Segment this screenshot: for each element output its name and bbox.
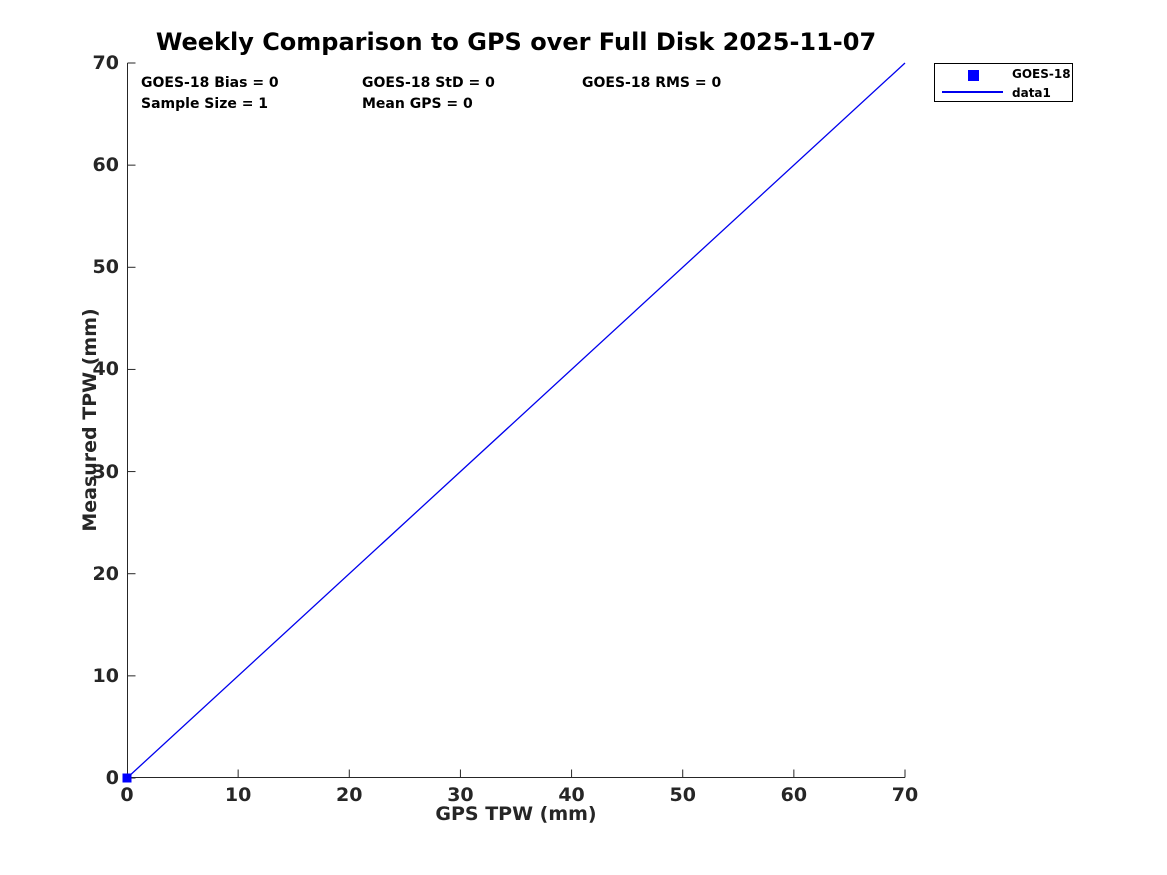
stat-std: GOES-18 StD = 0 <box>362 75 495 91</box>
y-tick-label-10: 10 <box>92 664 119 687</box>
legend-line-icon <box>942 91 1003 93</box>
chart-title: Weekly Comparison to GPS over Full Disk … <box>155 28 877 56</box>
plot-canvas <box>122 62 906 783</box>
plot-area <box>122 62 906 783</box>
y-tick-label-0: 0 <box>105 767 119 789</box>
y-tick-label-30: 30 <box>92 460 119 483</box>
legend-square-marker-icon <box>968 70 979 81</box>
legend-label-goes18: GOES-18 <box>1012 67 1071 81</box>
x-tick-label-0: 0 <box>120 784 134 806</box>
x-tick-label-60: 60 <box>780 784 808 806</box>
y-tick-label-40: 40 <box>92 358 119 381</box>
x-tick-label-10: 10 <box>224 784 252 806</box>
x-tick-label-30: 30 <box>447 784 474 806</box>
x-tick-label-40: 40 <box>558 784 585 806</box>
x-axis-label: GPS TPW (mm) <box>435 803 597 825</box>
x-tick-label-70: 70 <box>891 784 919 806</box>
stat-mean-gps: Mean GPS = 0 <box>362 96 473 112</box>
y-tick-label-60: 60 <box>92 154 119 177</box>
stat-bias: GOES-18 Bias = 0 <box>141 75 279 91</box>
stat-sample-size: Sample Size = 1 <box>141 96 269 112</box>
legend-label-data1: data1 <box>1012 86 1051 100</box>
y-tick-label-70: 70 <box>92 52 119 74</box>
x-tick-label-20: 20 <box>336 784 363 806</box>
stat-rms: GOES-18 RMS = 0 <box>582 75 722 91</box>
y-tick-label-50: 50 <box>92 256 119 279</box>
legend-box: GOES-18 data1 <box>934 63 1073 102</box>
y-axis-label: Measured TPW (mm) <box>79 308 101 532</box>
y-tick-label-20: 20 <box>92 562 119 585</box>
series-line-data1 <box>126 62 906 779</box>
x-tick-label-50: 50 <box>669 784 696 806</box>
